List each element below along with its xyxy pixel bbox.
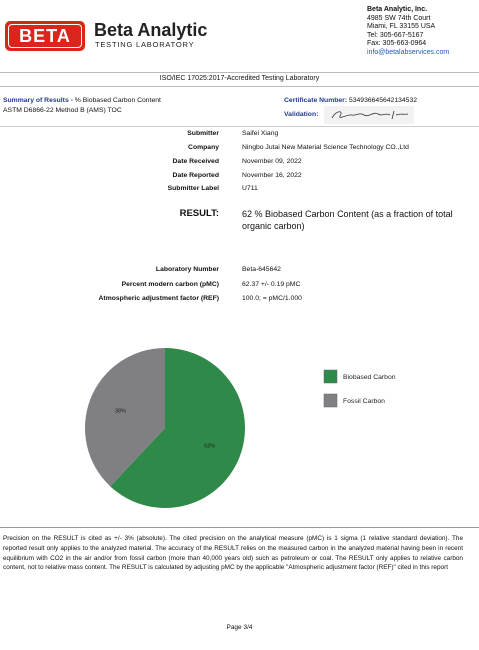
field-label: Atmospheric adjustment factor (REF) [98,295,219,302]
company-name: Beta Analytic [94,20,208,40]
field-label: Company [188,144,219,151]
field-value: Beta-645642 [242,266,281,273]
result-text: 62 % Biobased Carbon Content (as a fract… [242,209,453,231]
logo-text: BETA [19,26,71,46]
pie-slice [85,348,165,487]
result-label: RESULT: [179,208,219,219]
field-value: 62.37 +/- 0.19 pMC [242,281,301,288]
divider [0,126,479,127]
slice-label: 62% [204,444,215,450]
field-value: U711 [242,185,258,192]
validation-label: Validation: [284,111,319,118]
certificate-number: 534936645642134532 [348,97,418,104]
accreditation: ISO/IEC 17025:2017-Accredited Testing La… [159,75,320,82]
field-label: Date Reported [172,172,219,179]
divider [0,527,479,528]
footnote: Precision on the RESULT is cited as +/- … [3,535,463,572]
address-line: Miami, FL 33155 USA [367,23,436,31]
pie-chart: 62% 38% Biobased Carbon Fossil Carbon [85,348,396,508]
summary: Summary of Results - % Biobased Carbon C… [3,97,161,104]
company-subtitle: TESTING LABORATORY [95,40,195,49]
summary-label: Summary of Results - [3,97,73,104]
slice-label: 38% [115,408,126,414]
field-label: Submitter [187,130,219,137]
field-value: November 16, 2022 [242,172,302,179]
divider [0,72,479,73]
method: ASTM D6866-22 Method B (AMS) TOC [3,107,122,114]
pie-slice [110,348,245,508]
address: Beta Analytic, Inc. 4985 SW 74th Court M… [367,6,449,58]
field-label: Submitter Label [167,185,219,192]
certificate: Certificate Number: 534936645642134532 [284,97,417,104]
address-line: Fax: 305-663-0964 [367,40,427,48]
legend-label: Fossil Carbon [343,398,385,405]
address-line: 4985 SW 74th Court [367,14,431,22]
field-value: November 09, 2022 [242,158,302,165]
address-line: Beta Analytic, Inc. [367,6,428,13]
logo-box: BETA [5,21,85,51]
field-label: Percent modern carbon (pMC) [121,281,219,288]
divider [0,86,479,87]
field-value: Ningbo Jutai New Material Science Techno… [242,144,409,151]
certificate-label: Certificate Number: [284,97,348,104]
address-line: info@betalabservices.com [367,48,450,56]
legend-label: Biobased Carbon [343,374,396,381]
field-value: 100.0; = pMC/1.000 [242,295,302,302]
field-label: Date Received [172,158,219,165]
field-label: Laboratory Number [155,266,219,273]
field-value: Saifei Xiang [242,130,279,137]
signature [324,106,414,124]
legend-swatch [323,393,338,408]
page-number: Page 3/4 [226,624,253,631]
summary-title: % Biobased Carbon Content [74,97,161,104]
legend-swatch [323,369,338,384]
address-line: Tel: 305-667-5167 [367,31,424,39]
